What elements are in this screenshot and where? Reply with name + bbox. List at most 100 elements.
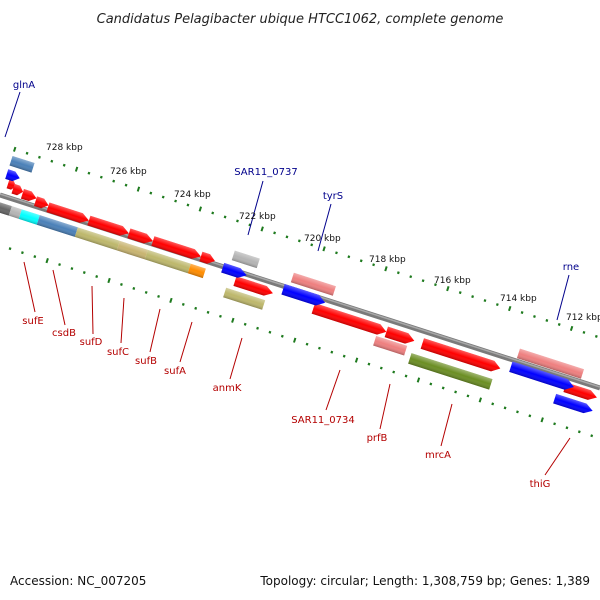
- gene-features: [0, 155, 597, 416]
- scale-dot-lower: [21, 251, 24, 255]
- gene-label-SAR11_0737[interactable]: SAR11_0737: [234, 167, 298, 178]
- gene-sufE-arrow-3[interactable]: [20, 189, 38, 203]
- gene-shading: [87, 215, 129, 236]
- scale-dot-lower: [553, 422, 556, 426]
- scale-dot-upper: [347, 255, 351, 259]
- gene-sufE-arrow-4[interactable]: [34, 196, 50, 210]
- gene-tyrS-arrow[interactable]: [290, 272, 336, 296]
- scale-dot-upper: [273, 231, 276, 235]
- leader-line-glnA: [4, 91, 21, 138]
- gene-rne-protein[interactable]: [509, 361, 575, 392]
- scale-dot-upper: [38, 155, 41, 159]
- gene-label-mrcA[interactable]: mrcA: [425, 450, 451, 461]
- scale-dot-lower: [70, 267, 74, 271]
- gene-label-tyrS[interactable]: tyrS: [323, 191, 343, 202]
- gene-SAR11_0737-band[interactable]: [231, 250, 260, 269]
- gene-shading: [5, 169, 20, 182]
- gene-sufB-arrow[interactable]: [151, 236, 202, 261]
- gene-anmK-arrow[interactable]: [233, 276, 274, 298]
- gene-mrcA-band[interactable]: [408, 353, 493, 390]
- scale-dot-lower: [379, 366, 383, 370]
- leader-line-sufD: [91, 285, 94, 335]
- gene-label-sufD[interactable]: sufD: [80, 337, 103, 348]
- gene-label-rne[interactable]: rne: [563, 262, 579, 273]
- gene-label-SAR11_0734[interactable]: SAR11_0734: [291, 415, 355, 426]
- gene-glnA-band[interactable]: [9, 155, 35, 173]
- scale-dot-upper: [124, 183, 128, 187]
- scale-dot-lower: [194, 306, 198, 310]
- gene-sufA-band[interactable]: [187, 263, 206, 279]
- scale-label-724: 724 kbp: [174, 190, 211, 200]
- gene-label-thiG[interactable]: thiG: [530, 479, 551, 490]
- gene-sufC-arrow[interactable]: [127, 228, 154, 246]
- gene-label-sufB[interactable]: sufB: [135, 356, 157, 367]
- scale-dot-lower: [120, 283, 123, 286]
- scale-dot-lower: [132, 286, 136, 290]
- gene-label-csdB[interactable]: csdB: [52, 328, 76, 339]
- gene-label-glnA[interactable]: glnA: [13, 80, 35, 91]
- gene-label-sufC[interactable]: sufC: [107, 347, 129, 358]
- gene-shading: [420, 338, 501, 372]
- gene-sufA-arrow[interactable]: [199, 251, 216, 266]
- scale-dot-lower: [280, 334, 284, 338]
- gene-sufC-band[interactable]: [116, 240, 148, 260]
- gene-SAR11_0734-arrow[interactable]: [311, 303, 388, 337]
- scale-dot-lower: [404, 374, 408, 378]
- scale-dot-upper: [545, 319, 549, 322]
- scale-dot-upper: [409, 275, 413, 279]
- gene-label-prfB[interactable]: prfB: [367, 433, 388, 444]
- scale-dot-upper: [211, 211, 215, 215]
- scale-label-718: 718 kbp: [369, 255, 406, 265]
- scale-dot-lower: [58, 263, 61, 267]
- scale-dot-lower: [590, 434, 594, 438]
- gene-prfB-arrow[interactable]: [384, 326, 416, 346]
- scale-dot-upper: [174, 199, 177, 203]
- gene-sufE-arrow-2[interactable]: [11, 183, 25, 197]
- scale-dot-upper: [248, 223, 252, 227]
- gene-sufD-arrow[interactable]: [87, 215, 130, 238]
- gene-csdB-band[interactable]: [36, 215, 78, 237]
- gene-sufE-band-cyan[interactable]: [18, 209, 40, 225]
- scale-major-tick-lower: [416, 377, 421, 383]
- page-title: Candidatus Pelagibacter ubique HTCC1062,…: [97, 12, 504, 27]
- gene-csdB-arrow[interactable]: [46, 202, 90, 226]
- scale-dot-lower: [268, 330, 272, 334]
- gene-shading: [116, 240, 148, 260]
- gene-sufD-band[interactable]: [74, 227, 120, 251]
- scale-dot-upper: [359, 259, 363, 263]
- leader-line-SAR11_0737: [247, 180, 264, 236]
- scale-dot-upper: [149, 191, 153, 195]
- gene-shading: [127, 228, 153, 244]
- gene-mrcA-arrow[interactable]: [420, 338, 502, 374]
- gene-label-sufE[interactable]: sufE: [22, 316, 43, 327]
- scale-dot-upper: [62, 163, 66, 167]
- gene-sufB-band[interactable]: [144, 249, 191, 274]
- gene-glnA-protein[interactable]: [5, 169, 21, 183]
- scale-dot-upper: [223, 215, 227, 219]
- gene-SAR11_0737-protein[interactable]: [221, 262, 248, 280]
- gene-anmK-band[interactable]: [223, 287, 266, 310]
- scale-dot-upper: [372, 263, 376, 267]
- gene-shading: [151, 236, 201, 259]
- scale-dot-upper: [310, 243, 314, 247]
- scale-major-tick-lower: [45, 258, 49, 264]
- gene-shading: [223, 287, 266, 310]
- scale-major-tick-lower: [107, 277, 111, 284]
- gene-tyrS-protein[interactable]: [281, 283, 326, 308]
- gene-thiG-protein[interactable]: [553, 393, 594, 416]
- scale-dot-lower: [256, 326, 259, 330]
- gene-label-anmK[interactable]: anmK: [213, 383, 242, 394]
- scale-dot-lower: [367, 362, 371, 366]
- gene-shading: [373, 335, 408, 356]
- gene-prfB-band[interactable]: [373, 335, 408, 356]
- scale-dot-upper: [594, 334, 598, 338]
- scale-dot-upper: [557, 322, 561, 326]
- gene-sufE-band-dark[interactable]: [0, 202, 12, 216]
- scale-dots: [8, 151, 598, 438]
- gene-rne-arrow[interactable]: [516, 348, 584, 379]
- gene-label-sufA[interactable]: sufA: [164, 366, 186, 377]
- leader-line-csdB: [52, 269, 66, 326]
- leader-line-prfB: [379, 383, 391, 430]
- gene-sufE-band-grey[interactable]: [8, 206, 22, 219]
